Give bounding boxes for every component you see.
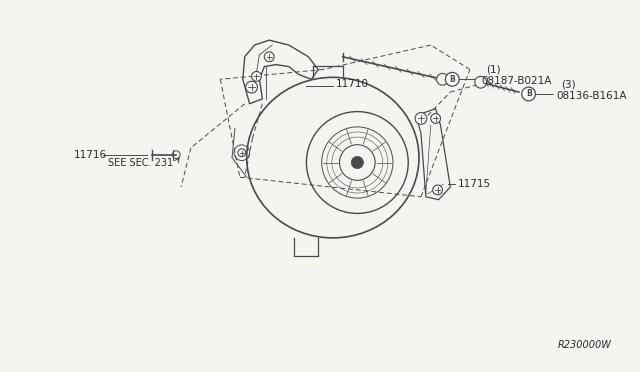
Text: 08136-B161A: 08136-B161A — [556, 91, 627, 101]
Circle shape — [475, 76, 486, 88]
Circle shape — [431, 113, 440, 124]
Circle shape — [433, 185, 442, 195]
Circle shape — [522, 87, 536, 101]
Text: B: B — [526, 90, 531, 99]
Text: 11710: 11710 — [336, 79, 369, 89]
Text: 11716: 11716 — [74, 150, 106, 160]
Circle shape — [415, 113, 427, 124]
Circle shape — [445, 73, 459, 86]
Circle shape — [351, 156, 364, 169]
Text: 08187-B021A: 08187-B021A — [482, 76, 552, 86]
Text: B: B — [449, 75, 455, 84]
Circle shape — [238, 149, 246, 157]
Text: (1): (1) — [486, 64, 501, 74]
Text: 11715: 11715 — [458, 179, 492, 189]
Text: (3): (3) — [561, 79, 575, 89]
Circle shape — [252, 71, 261, 81]
Text: SEE SEC. 231: SEE SEC. 231 — [108, 157, 173, 167]
Text: R230000W: R230000W — [558, 340, 612, 350]
Circle shape — [264, 52, 274, 62]
Circle shape — [436, 73, 449, 85]
Circle shape — [246, 81, 257, 93]
